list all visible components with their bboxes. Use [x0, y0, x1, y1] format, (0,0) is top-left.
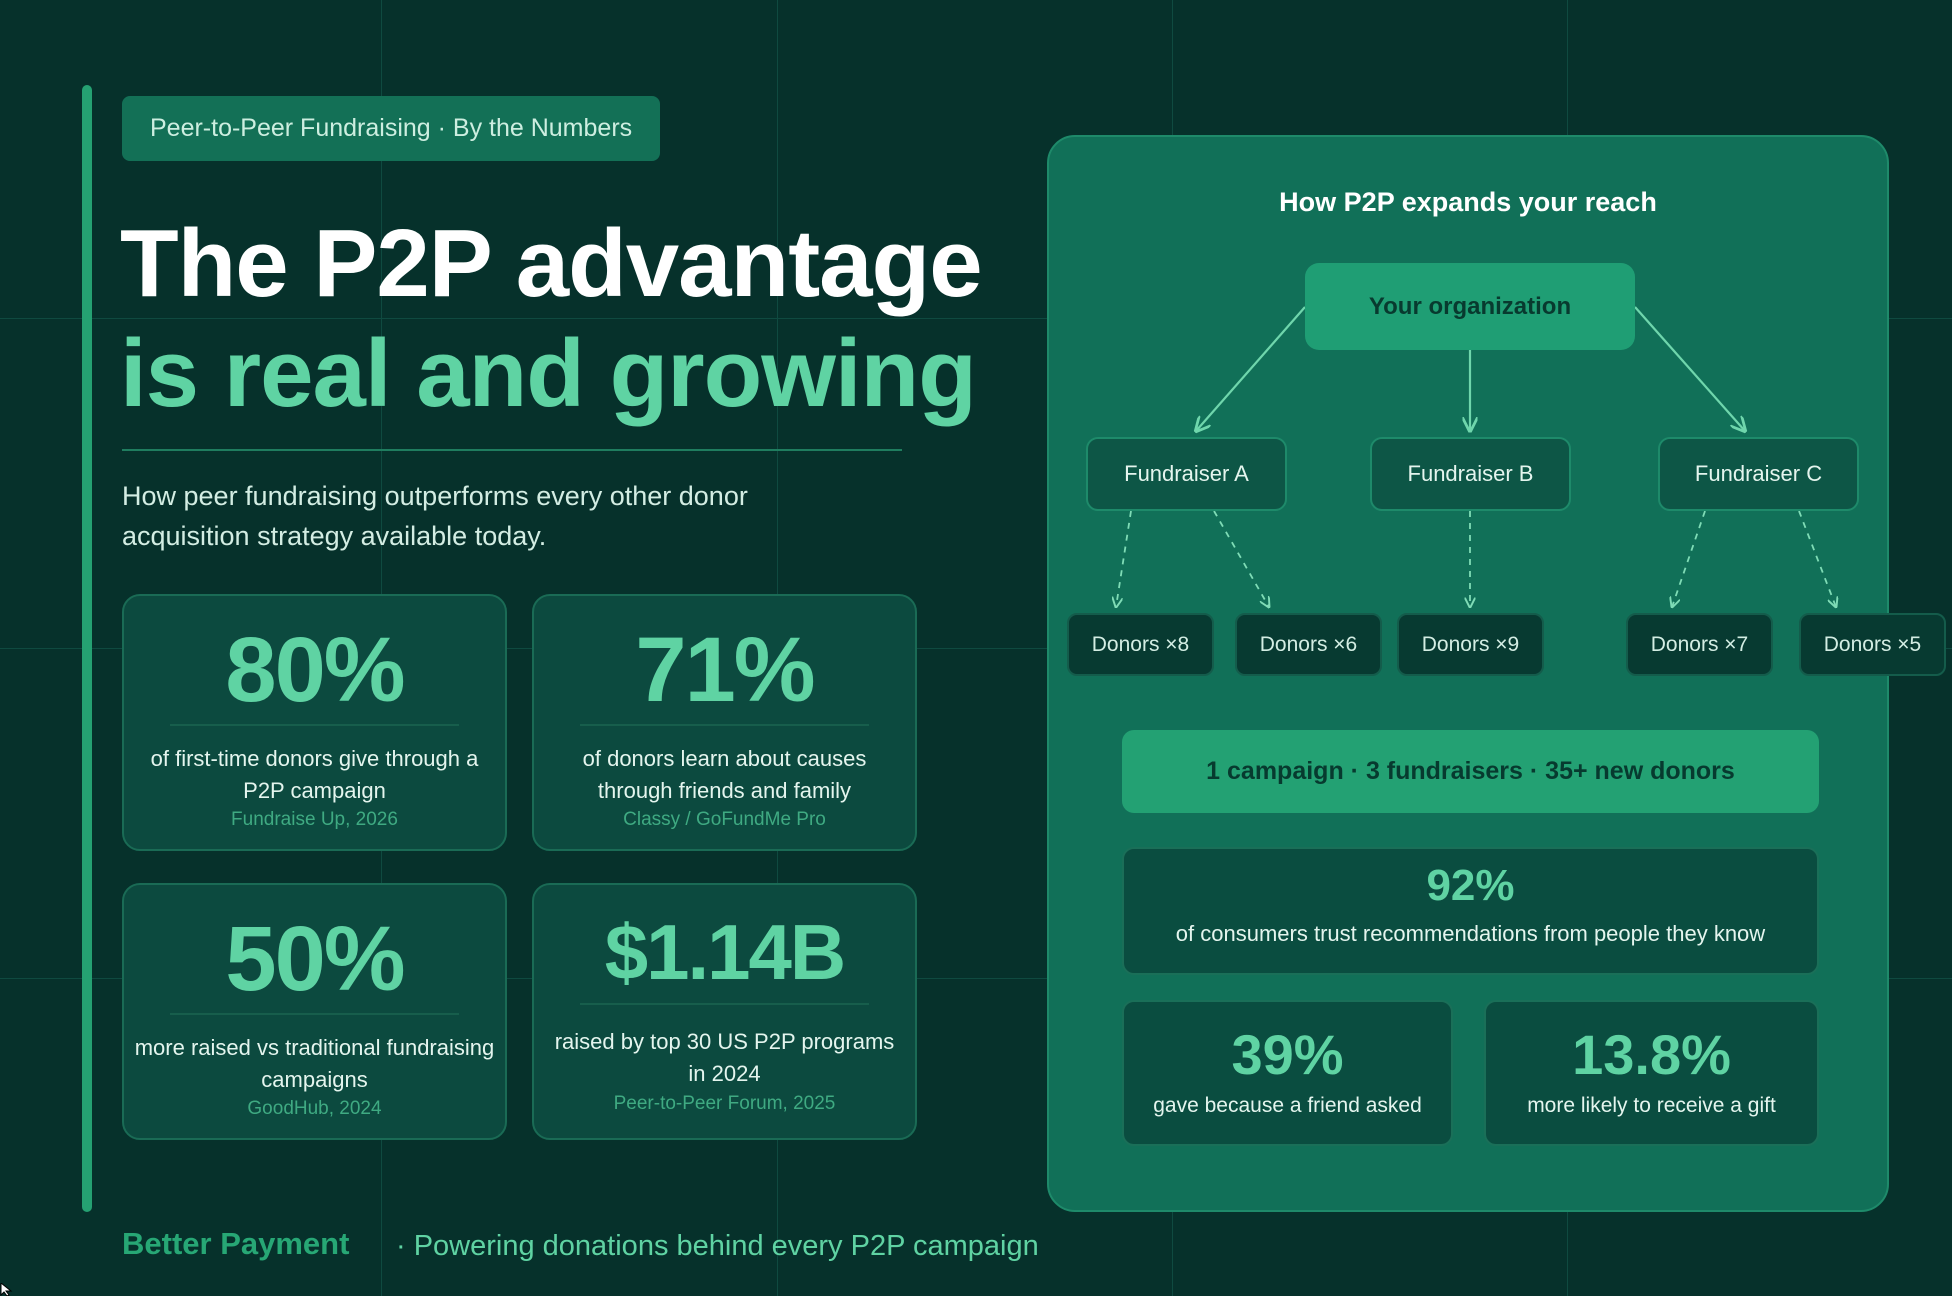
reach-panel: How P2P expands your reach Your organiza…	[1047, 135, 1946, 1212]
arrow-to-donors-5	[1798, 510, 1836, 607]
arrow-to-fundraiser-c	[1634, 306, 1745, 431]
organization-node: Your organization	[1305, 263, 1635, 350]
reach-tree-connectors	[1049, 306, 1891, 697]
eyebrow-badge: Peer-to-Peer Fundraising · By the Number…	[122, 96, 661, 161]
stat-divider	[170, 724, 459, 726]
mini-stat-value: 13.8%	[1572, 1023, 1731, 1086]
trust-stat-description: of consumers trust recommendations from …	[1175, 921, 1766, 946]
footer-tagline: · Powering donations behind every P2P ca…	[396, 1230, 1039, 1262]
fundraiser-node-b: Fundraiser B	[1370, 437, 1571, 511]
stat-source: GoodHub, 2024	[247, 1098, 382, 1119]
left-accent-bar	[82, 85, 92, 1212]
donor-node: Donors ×9	[1397, 613, 1544, 676]
mini-stat-value: 39%	[1231, 1023, 1344, 1086]
mouse-pointer-icon	[0, 1283, 13, 1296]
org-to-fundraiser-arrows	[1196, 306, 1745, 431]
stat-card-total-raised: $1.14B raised by top 30 US P2P programs …	[532, 883, 917, 1140]
fundraiser-node-a: Fundraiser A	[1086, 437, 1287, 511]
stat-value: 80%	[225, 619, 405, 721]
campaign-summary-bar: 1 campaign · 3 fundraisers · 35+ new don…	[1122, 730, 1819, 813]
stat-divider	[580, 724, 869, 726]
stat-description: more raised vs traditional fundraising c…	[134, 1035, 495, 1092]
donor-node: Donors ×6	[1235, 613, 1382, 676]
headline-line-2: is real and growing	[120, 320, 977, 427]
arrow-to-donors-8	[1116, 510, 1132, 607]
stat-card-first-time-donors: 80% of first-time donors give through a …	[122, 594, 507, 851]
stat-value: 71%	[635, 619, 815, 721]
donor-node: Donors ×7	[1626, 613, 1773, 676]
stat-description: of first-time donors give through a P2P …	[150, 746, 479, 803]
panel-title: How P2P expands your reach	[1279, 187, 1657, 217]
stat-description: raised by top 30 US P2P programs in 2024	[554, 1029, 895, 1086]
arrow-to-donors-6	[1213, 510, 1269, 607]
stat-description: of donors learn about causes through fri…	[582, 746, 867, 803]
headline-line-1: The P2P advantage	[120, 210, 983, 317]
arrow-to-donors-7	[1672, 510, 1706, 607]
fundraiser-to-donor-arrows	[1116, 510, 1836, 607]
subtitle: How peer fundraising outperforms every o…	[122, 481, 748, 551]
stat-card-learn-causes: 71% of donors learn about causes through…	[532, 594, 917, 851]
footer-brand: Better Payment	[122, 1226, 350, 1261]
stat-divider	[580, 1003, 869, 1005]
trust-stat-box: 92% of consumers trust recommendations f…	[1122, 847, 1819, 975]
stat-value: 50%	[225, 908, 405, 1010]
mini-stat-description: gave because a friend asked	[1153, 1094, 1422, 1117]
trust-stat-value: 92%	[1426, 861, 1515, 910]
arrow-to-fundraiser-a	[1196, 306, 1306, 431]
stat-source: Peer-to-Peer Forum, 2025	[613, 1093, 836, 1114]
stat-source: Classy / GoFundMe Pro	[623, 809, 826, 830]
stat-divider	[170, 1013, 459, 1015]
gift-likelihood-stat-box: 13.8% more likely to receive a gift	[1484, 1000, 1819, 1146]
mini-stat-description: more likely to receive a gift	[1527, 1094, 1776, 1117]
donor-node: Donors ×8	[1067, 613, 1214, 676]
fundraiser-node-c: Fundraiser C	[1658, 437, 1859, 511]
headline-divider	[122, 449, 902, 451]
grid-line	[0, 318, 1952, 319]
stat-value: $1.14B	[604, 908, 847, 996]
donor-node: Donors ×5	[1799, 613, 1946, 676]
friend-asked-stat-box: 39% gave because a friend asked	[1122, 1000, 1453, 1146]
stat-source: Fundraise Up, 2026	[231, 809, 398, 830]
grid-line	[0, 978, 1952, 979]
stat-card-more-raised: 50% more raised vs traditional fundraisi…	[122, 883, 507, 1140]
grid-line	[0, 648, 1952, 649]
